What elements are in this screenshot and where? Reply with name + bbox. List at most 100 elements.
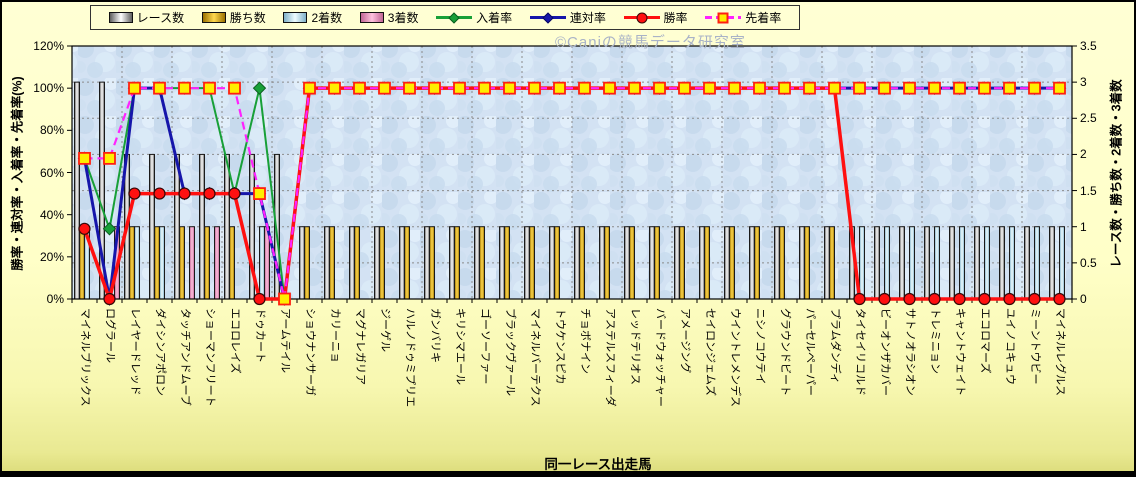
x-category-label: ゴーソーファー <box>479 308 491 385</box>
bar-レース数 <box>924 226 930 300</box>
x-category-label: マイネルレグルス <box>1054 308 1066 396</box>
legend-label: 勝率 <box>663 11 688 25</box>
marker-先着率 <box>1028 81 1041 95</box>
marker-先着率 <box>878 81 891 95</box>
marker-先着率 <box>628 81 641 95</box>
bar-勝ち数 <box>454 226 460 300</box>
marker-先着率 <box>828 81 841 95</box>
marker-勝率 <box>128 187 141 200</box>
bar-レース数 <box>224 153 230 300</box>
x-category-label: エコロレイズ <box>229 308 241 374</box>
x-category-label: タッチアンドムーブ <box>179 308 191 406</box>
x-category-label: バードウォッチャー <box>654 308 666 407</box>
bar-レース数 <box>474 226 480 300</box>
bar-レース数 <box>799 226 805 300</box>
bar-レース数 <box>574 226 580 300</box>
x-category-label: ニシノコウテイ <box>754 308 766 385</box>
bar-勝ち数 <box>604 226 610 300</box>
x-category-label: ログラール <box>104 308 116 363</box>
marker-先着率 <box>703 81 716 95</box>
x-category-label: タイセイリコルド <box>854 308 866 396</box>
bar-勝ち数 <box>579 226 585 300</box>
marker-先着率 <box>678 81 691 95</box>
left-axis-tick-label: 40% <box>39 207 64 222</box>
marker-先着率 <box>903 81 916 95</box>
legend-item: 2着数 <box>283 9 342 26</box>
bar-レース数 <box>524 226 530 300</box>
right-axis-tick-label: 0.5 <box>1080 255 1097 270</box>
marker-先着率 <box>103 151 116 165</box>
bar-レース数 <box>699 226 705 300</box>
legend-line-swatch <box>623 11 660 24</box>
bar-レース数 <box>774 226 780 300</box>
right-axis-tick-label: 2.5 <box>1080 111 1097 126</box>
left-axis-tick-label: 20% <box>39 249 64 264</box>
bar-2着数 <box>1009 226 1015 300</box>
bar-レース数 <box>874 226 880 300</box>
bar-レース数 <box>74 81 80 300</box>
legend-label: 先着率 <box>745 11 782 25</box>
bar-勝ち数 <box>479 226 485 300</box>
marker-先着率 <box>303 81 316 95</box>
bar-3着数 <box>189 226 195 300</box>
bar-レース数 <box>649 226 655 300</box>
bar-2着数 <box>159 226 165 300</box>
marker-先着率 <box>1003 81 1016 95</box>
x-category-label: ビーオンザカバー <box>879 308 891 396</box>
x-category-label: トレミニョン <box>929 308 941 374</box>
marker-勝率 <box>1028 292 1041 306</box>
bar-勝ち数 <box>154 226 160 300</box>
bar-勝ち数 <box>329 226 335 300</box>
x-category-label: マグナレガリア <box>354 308 366 385</box>
bar-レース数 <box>399 226 405 300</box>
marker-勝率 <box>253 292 266 306</box>
legend-item: レース数 <box>108 9 184 26</box>
marker-先着率 <box>653 81 666 95</box>
bar-勝ち数 <box>79 226 85 300</box>
bar-勝ち数 <box>179 226 185 300</box>
right-axis-tick-label: 0 <box>1080 292 1087 306</box>
marker-勝率 <box>1053 292 1066 306</box>
marker-先着率 <box>578 81 591 95</box>
legend-bar-swatch <box>283 12 308 23</box>
bar-勝ち数 <box>229 226 235 300</box>
bar-レース数 <box>149 153 155 300</box>
marker-先着率 <box>428 81 441 95</box>
bar-レース数 <box>1049 226 1055 300</box>
marker-勝率 <box>203 187 216 200</box>
bar-レース数 <box>299 226 305 300</box>
marker-先着率 <box>853 81 866 95</box>
bar-勝ち数 <box>379 226 385 300</box>
left-axis-tick-label: 0% <box>46 292 64 306</box>
marker-先着率 <box>353 81 366 95</box>
legend-item: 勝ち数 <box>201 9 266 26</box>
line-先着率 <box>84 87 1060 300</box>
bar-勝ち数 <box>679 226 685 300</box>
bar-レース数 <box>199 153 205 300</box>
bar-2着数 <box>884 226 890 300</box>
x-category-label: レッドテリオス <box>629 308 641 385</box>
legend-line-swatch <box>529 11 566 24</box>
bar-レース数 <box>999 226 1005 300</box>
bar-2着数 <box>859 226 865 300</box>
bar-2着数 <box>1059 226 1065 300</box>
bar-勝ち数 <box>404 226 410 300</box>
x-category-label: ミーントウビー <box>1029 308 1041 385</box>
x-category-label: エコロマーズ <box>979 308 991 374</box>
x-category-label: ガンバリキ <box>429 308 441 363</box>
marker-先着率 <box>228 81 241 95</box>
bar-レース数 <box>974 226 980 300</box>
marker-先着率 <box>603 81 616 95</box>
x-category-label: ショウナンサーガ <box>304 308 316 396</box>
marker-勝率 <box>1003 292 1016 306</box>
bar-勝ち数 <box>704 226 710 300</box>
marker-勝率 <box>978 292 991 306</box>
watermark: ©Caniの競馬データ研究室 <box>555 34 746 51</box>
marker-先着率 <box>978 81 991 95</box>
marker-先着率 <box>328 81 341 95</box>
marker-勝率 <box>853 292 866 306</box>
legend-bar-swatch <box>359 12 384 23</box>
x-category-label: アステルスフィーダ <box>604 308 616 407</box>
